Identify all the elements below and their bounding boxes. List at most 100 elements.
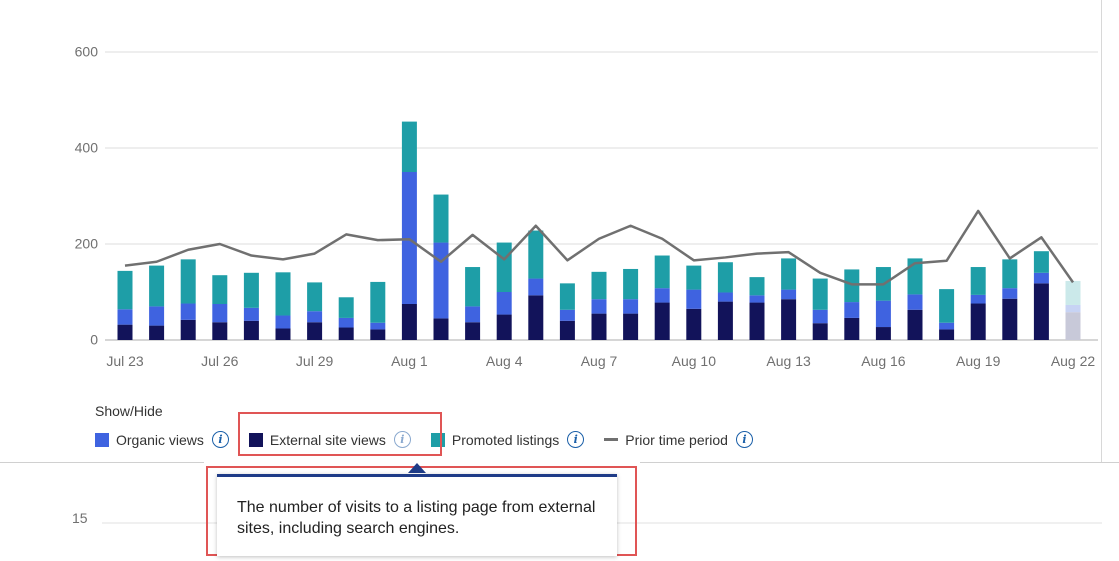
bar-segment[interactable] — [401, 121, 417, 172]
bar-segment[interactable] — [275, 328, 291, 340]
bar-segment[interactable] — [939, 329, 955, 340]
bar-segment[interactable] — [654, 288, 670, 303]
bars[interactable] — [117, 121, 1081, 340]
bar-segment[interactable] — [623, 299, 639, 314]
bar-segment[interactable] — [812, 278, 828, 310]
bar-segment[interactable] — [812, 323, 828, 340]
bar-segment[interactable] — [812, 309, 828, 324]
bar-segment[interactable] — [1033, 251, 1049, 273]
bar-segment[interactable] — [338, 317, 354, 328]
bar-segment[interactable] — [970, 267, 986, 295]
info-icon[interactable]: i — [735, 431, 753, 448]
bar-segment[interactable] — [180, 303, 196, 320]
bar-segment[interactable] — [686, 308, 702, 340]
bar-segment[interactable] — [1033, 272, 1049, 284]
legend-item-prior-time-period[interactable]: Prior time period i — [604, 431, 753, 448]
bar-segment[interactable] — [781, 258, 797, 290]
bar-segment[interactable] — [1002, 259, 1018, 289]
bar-segment[interactable] — [907, 294, 923, 310]
bar-segment[interactable] — [686, 289, 702, 309]
bar-segment[interactable] — [180, 259, 196, 304]
bar-segment[interactable] — [243, 272, 259, 308]
bar-segment[interactable] — [401, 304, 417, 340]
bar-segment[interactable] — [623, 313, 639, 340]
bar-segment[interactable] — [875, 300, 891, 328]
info-icon[interactable]: i — [567, 431, 585, 448]
bar-segment[interactable] — [654, 302, 670, 340]
bar-segment[interactable] — [149, 306, 165, 326]
bar-segment[interactable] — [591, 271, 607, 300]
bar-segment[interactable] — [844, 317, 860, 340]
bar-segment[interactable] — [559, 320, 575, 340]
bar-segment[interactable] — [465, 267, 481, 307]
bar-segment[interactable] — [275, 315, 291, 329]
bar-segment[interactable] — [559, 283, 575, 310]
bar-segment[interactable] — [275, 272, 291, 316]
bar-segment[interactable] — [465, 322, 481, 340]
bar-segment[interactable] — [686, 265, 702, 290]
bar-segment[interactable] — [844, 269, 860, 303]
bar-segment[interactable] — [117, 270, 133, 310]
bar-segment[interactable] — [496, 292, 512, 315]
bar-segment[interactable] — [528, 230, 544, 279]
bar-segment[interactable] — [717, 292, 733, 302]
bar-segment[interactable] — [212, 322, 228, 340]
bar-segment[interactable] — [433, 194, 449, 243]
bar-segment[interactable] — [559, 309, 575, 321]
bar-segment[interactable] — [1002, 288, 1018, 299]
bar-segment[interactable] — [212, 304, 228, 323]
bar-segment[interactable] — [1065, 312, 1081, 340]
bar-segment[interactable] — [591, 313, 607, 340]
bar-segment[interactable] — [781, 299, 797, 340]
bar-segment[interactable] — [370, 329, 386, 340]
bar-segment[interactable] — [338, 327, 354, 340]
legend-item-promoted-listings[interactable]: Promoted listings i — [430, 431, 585, 448]
bar-segment[interactable] — [496, 242, 512, 292]
bar-segment[interactable] — [749, 295, 765, 303]
bar-segment[interactable] — [591, 299, 607, 314]
bar-segment[interactable] — [907, 309, 923, 340]
bar-segment[interactable] — [528, 295, 544, 340]
bar-segment[interactable] — [149, 265, 165, 307]
bar-segment[interactable] — [307, 322, 323, 340]
bar-segment[interactable] — [338, 297, 354, 318]
bar-segment[interactable] — [1002, 298, 1018, 340]
bar-segment[interactable] — [970, 294, 986, 304]
bar-segment[interactable] — [496, 314, 512, 340]
bar-segment[interactable] — [970, 303, 986, 340]
bar-segment[interactable] — [465, 306, 481, 323]
legend-item-external-site-views[interactable]: External site views i — [248, 431, 411, 448]
bar-segment[interactable] — [1065, 304, 1081, 313]
bar-segment[interactable] — [654, 255, 670, 289]
bar-segment[interactable] — [243, 307, 259, 321]
prior-period-line[interactable] — [124, 209, 1075, 286]
bar-segment[interactable] — [370, 281, 386, 323]
bar-segment[interactable] — [749, 277, 765, 296]
info-icon[interactable]: i — [211, 431, 229, 448]
bar-segment[interactable] — [1065, 280, 1081, 305]
bar-segment[interactable] — [433, 242, 449, 319]
bar-segment[interactable] — [844, 302, 860, 318]
bar-segment[interactable] — [307, 282, 323, 312]
bar-segment[interactable] — [623, 268, 639, 300]
bar-segment[interactable] — [528, 278, 544, 296]
bar-segment[interactable] — [433, 318, 449, 340]
bar-segment[interactable] — [180, 319, 196, 340]
info-icon[interactable]: i — [393, 431, 411, 448]
bar-segment[interactable] — [243, 320, 259, 340]
bar-segment[interactable] — [370, 322, 386, 330]
legend-item-organic-views[interactable]: Organic views i — [95, 431, 229, 448]
bar-segment[interactable] — [939, 322, 955, 330]
bar-segment[interactable] — [717, 262, 733, 293]
bar-segment[interactable] — [717, 301, 733, 340]
bar-segment[interactable] — [749, 302, 765, 340]
bar-segment[interactable] — [939, 289, 955, 323]
bar-segment[interactable] — [117, 324, 133, 340]
bar-segment[interactable] — [1033, 283, 1049, 340]
bar-segment[interactable] — [875, 327, 891, 340]
bar-segment[interactable] — [117, 309, 133, 325]
bar-segment[interactable] — [149, 325, 165, 340]
bar-segment[interactable] — [212, 275, 228, 304]
prior-period-polyline[interactable] — [124, 209, 1075, 286]
bar-segment[interactable] — [307, 311, 323, 323]
